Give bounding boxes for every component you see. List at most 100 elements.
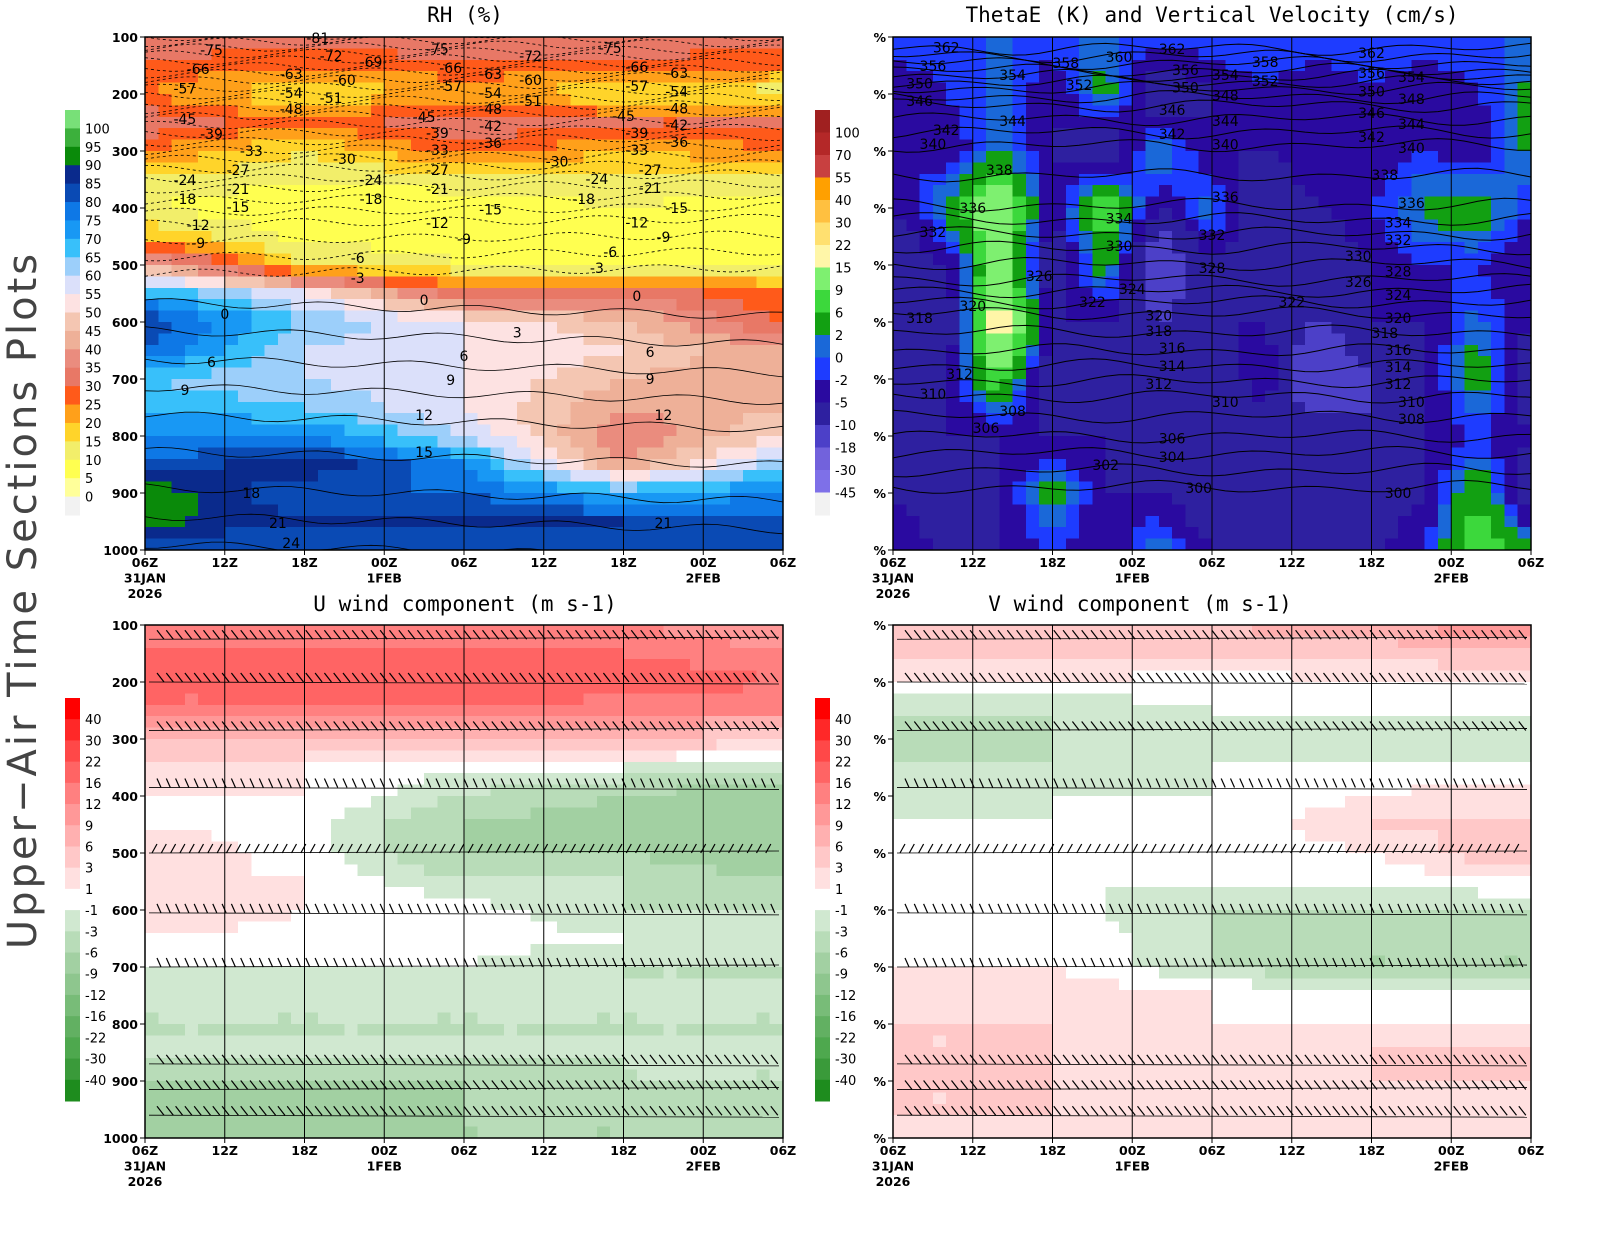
field-cell <box>584 231 598 243</box>
field-cell <box>570 333 584 345</box>
field-cell <box>1292 539 1306 551</box>
field-cell <box>544 368 558 380</box>
field-cell <box>1491 539 1505 551</box>
colorbar-label: -30 <box>835 464 856 479</box>
field-cell <box>1252 402 1266 414</box>
field-cell <box>610 671 624 683</box>
colorbar-label: 0 <box>85 491 93 506</box>
field-cell <box>1146 162 1160 174</box>
field-cell <box>973 356 987 368</box>
field-cell <box>920 117 934 129</box>
field-cell <box>185 527 199 539</box>
field-cell <box>1026 368 1040 380</box>
field-cell <box>570 659 584 671</box>
field-cell <box>756 60 770 72</box>
field-cell <box>1478 197 1492 209</box>
field-cell <box>211 447 225 459</box>
field-cell <box>145 636 159 648</box>
field-cell <box>920 539 934 551</box>
field-cell <box>1092 413 1106 425</box>
field-cell <box>530 504 544 516</box>
field-cell <box>770 288 784 300</box>
field-cell <box>557 539 571 551</box>
field-cell <box>597 356 611 368</box>
field-cell <box>1199 140 1213 152</box>
field-cell <box>477 436 491 448</box>
colorbar-swatch <box>815 133 830 156</box>
field-cell <box>1292 447 1306 459</box>
field-cell <box>677 185 691 197</box>
field-cell <box>238 402 252 414</box>
field-cell <box>584 48 598 60</box>
field-cell <box>584 345 598 357</box>
field-cell <box>1318 185 1332 197</box>
field-cell <box>1318 219 1332 231</box>
field-cell <box>1013 151 1027 163</box>
field-cell <box>756 37 770 49</box>
field-cell <box>491 459 505 471</box>
field-cell <box>624 174 638 186</box>
field-cell <box>158 504 172 516</box>
field-cell <box>893 140 907 152</box>
y-tick-label: 1000 <box>103 543 138 558</box>
field-cell <box>491 504 505 516</box>
field-cell <box>650 151 664 163</box>
field-cell <box>650 482 664 494</box>
field-cell <box>530 128 544 140</box>
field-cell <box>584 379 598 391</box>
x-tick-label: 2FEB <box>686 571 721 586</box>
field-cell <box>570 436 584 448</box>
field-cell <box>1478 151 1492 163</box>
field-cell <box>650 625 664 637</box>
field-cell <box>172 311 186 323</box>
field-cell <box>530 470 544 482</box>
colorbar-label: 15 <box>835 262 852 277</box>
field-cell <box>318 636 332 648</box>
field-cell <box>584 659 598 671</box>
field-cell <box>1159 527 1173 539</box>
field-cell <box>424 265 438 277</box>
contour-label: 21 <box>654 516 672 532</box>
field-cell <box>424 276 438 288</box>
field-cell <box>318 682 332 694</box>
field-cell <box>1252 379 1266 391</box>
field-cell <box>1119 37 1133 49</box>
field-cell <box>305 208 319 220</box>
field-cell <box>278 436 292 448</box>
field-cell <box>1092 539 1106 551</box>
field-cell <box>1239 299 1253 311</box>
field-cell <box>893 402 907 414</box>
field-cell <box>743 459 757 471</box>
field-cell <box>1345 299 1359 311</box>
field-cell <box>893 185 907 197</box>
field-cell <box>1066 276 1080 288</box>
field-cell <box>464 390 478 402</box>
field-cell <box>344 322 358 334</box>
contour-label: 322 <box>1079 295 1106 311</box>
field-cell <box>690 83 704 95</box>
field-cell <box>1438 208 1452 220</box>
field-cell <box>933 482 947 494</box>
field-cell <box>305 493 319 505</box>
field-cell <box>464 504 478 516</box>
field-cell <box>411 539 425 551</box>
field-cell <box>986 37 1000 49</box>
field-cell <box>517 413 531 425</box>
field-cell <box>650 117 664 129</box>
field-cell <box>318 516 332 528</box>
field-cell <box>1026 219 1040 231</box>
field-cell <box>1106 322 1120 334</box>
field-cell <box>331 682 345 694</box>
field-cell <box>730 322 744 334</box>
field-cell <box>986 151 1000 163</box>
field-cell <box>517 345 531 357</box>
field-cell <box>1185 174 1199 186</box>
field-cell <box>1345 219 1359 231</box>
field-cell <box>1465 402 1479 414</box>
field-cell <box>1332 185 1346 197</box>
field-cell <box>411 174 425 186</box>
field-cell <box>1451 379 1465 391</box>
field-cell <box>1504 265 1518 277</box>
field-cell <box>198 527 212 539</box>
